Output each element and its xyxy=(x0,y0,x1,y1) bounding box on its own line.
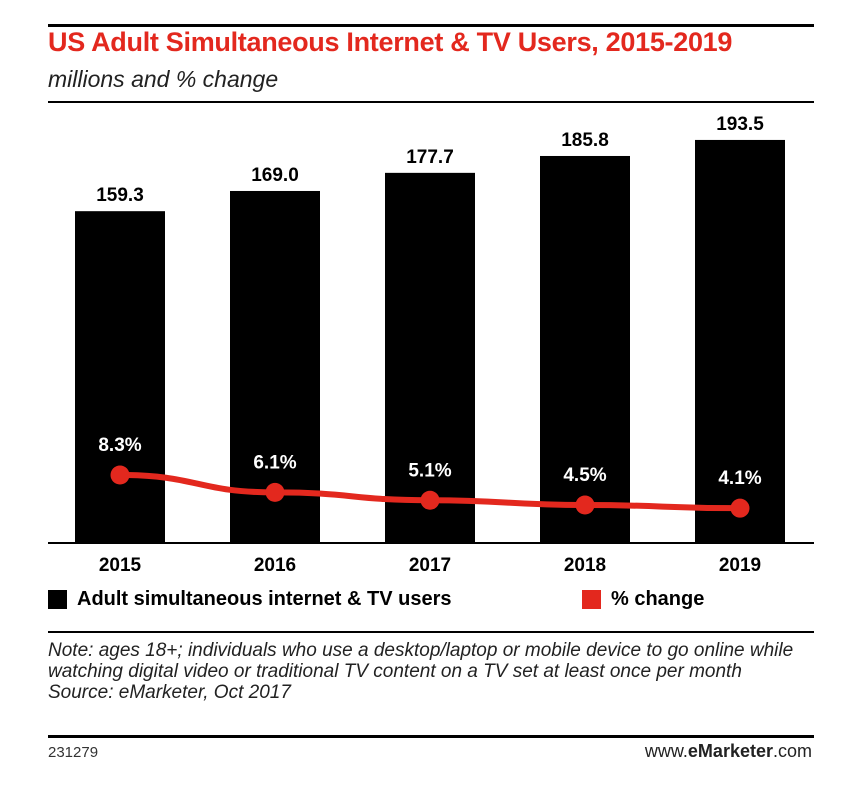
note-text: Note: ages 18+; individuals who use a de… xyxy=(48,640,794,682)
chart-id: 231279 xyxy=(48,744,99,761)
legend-item-line: % change xyxy=(582,588,704,611)
pct-point-2016 xyxy=(265,482,285,502)
pct-point-2017 xyxy=(420,490,440,510)
pct-label-2017: 5.1% xyxy=(408,460,451,481)
bar-value-label-2017: 177.7 xyxy=(406,147,454,168)
top-rule xyxy=(48,24,814,27)
bar-2015 xyxy=(75,211,165,543)
footer-note: Note: ages 18+; individuals who use a de… xyxy=(48,640,828,703)
bar-value-label-2016: 169.0 xyxy=(251,165,299,186)
pct-label-2015: 8.3% xyxy=(98,435,141,456)
legend-label-bars: Adult simultaneous internet & TV users xyxy=(77,588,452,610)
x-tick-label-2019: 2019 xyxy=(719,555,761,576)
legend-item-bars: Adult simultaneous internet & TV users xyxy=(48,588,452,611)
bar-2019 xyxy=(695,139,785,543)
chart-subtitle: millions and % change xyxy=(48,66,279,92)
pct-point-2015 xyxy=(110,465,130,485)
pct-label-2018: 4.5% xyxy=(563,465,606,486)
pct-label-2016: 6.1% xyxy=(253,452,296,473)
x-tick-label-2015: 2015 xyxy=(99,555,142,576)
bar-2018 xyxy=(540,155,630,543)
bar-value-label-2019: 193.5 xyxy=(716,114,764,135)
chart-title: US Adult Simultaneous Internet & TV User… xyxy=(48,27,733,57)
pct-point-2019 xyxy=(730,498,750,518)
brand-suffix: .com xyxy=(772,741,812,761)
legend-swatch-bars xyxy=(48,590,67,609)
chart-plot: 159.3 2015 169.0 2016 177.7 2017 185.8 2018 193.… xyxy=(48,114,814,576)
brand-logo: www.eMarketer.com xyxy=(645,741,812,762)
footer-rule xyxy=(48,631,814,633)
source-text: Source: eMarketer, Oct 2017 xyxy=(48,682,291,703)
x-tick-label-2016: 2016 xyxy=(254,555,296,576)
brand-name: eMarketer xyxy=(687,741,773,761)
pct-point-2018 xyxy=(575,495,595,515)
bottom-rule xyxy=(48,735,814,738)
legend-label-line: % change xyxy=(611,588,705,610)
x-tick-label-2017: 2017 xyxy=(409,555,451,576)
bar-value-label-2015: 159.3 xyxy=(96,185,144,206)
legend-swatch-line xyxy=(582,590,601,609)
bar-2017 xyxy=(385,172,475,544)
pct-label-2019: 4.1% xyxy=(718,468,761,489)
header-rule xyxy=(48,101,814,103)
bar-value-label-2018: 185.8 xyxy=(561,130,609,151)
x-tick-label-2018: 2018 xyxy=(564,555,606,576)
brand-prefix: www. xyxy=(644,741,688,761)
